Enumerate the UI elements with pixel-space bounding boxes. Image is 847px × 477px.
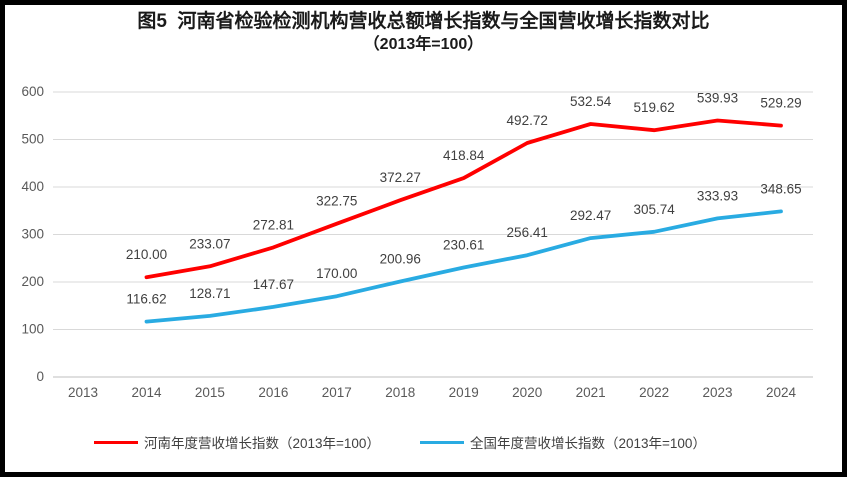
svg-text:128.71: 128.71 <box>189 286 230 301</box>
svg-text:305.74: 305.74 <box>633 202 675 217</box>
svg-text:372.27: 372.27 <box>380 170 421 185</box>
svg-text:2014: 2014 <box>131 385 162 400</box>
svg-text:233.07: 233.07 <box>189 236 230 251</box>
svg-text:2020: 2020 <box>512 385 542 400</box>
svg-text:2018: 2018 <box>385 385 415 400</box>
svg-text:529.29: 529.29 <box>760 96 801 111</box>
svg-text:2013: 2013 <box>68 385 98 400</box>
svg-text:100: 100 <box>21 322 44 337</box>
svg-text:2023: 2023 <box>702 385 732 400</box>
svg-text:600: 600 <box>21 84 44 99</box>
svg-text:200.96: 200.96 <box>380 252 421 267</box>
svg-text:116.62: 116.62 <box>126 292 166 307</box>
svg-text:532.54: 532.54 <box>570 94 612 109</box>
svg-text:200: 200 <box>21 274 44 289</box>
svg-text:2024: 2024 <box>766 385 797 400</box>
svg-text:322.75: 322.75 <box>316 194 357 209</box>
svg-text:147.67: 147.67 <box>253 277 294 292</box>
svg-text:2022: 2022 <box>639 385 669 400</box>
svg-text:539.93: 539.93 <box>697 91 738 106</box>
svg-text:492.72: 492.72 <box>507 113 548 128</box>
svg-text:170.00: 170.00 <box>316 266 357 281</box>
svg-text:210.00: 210.00 <box>126 247 167 262</box>
svg-text:0: 0 <box>36 369 44 384</box>
svg-text:400: 400 <box>21 179 44 194</box>
svg-text:333.93: 333.93 <box>697 188 738 203</box>
svg-text:2016: 2016 <box>258 385 288 400</box>
svg-text:348.65: 348.65 <box>760 181 801 196</box>
svg-text:2019: 2019 <box>449 385 479 400</box>
svg-text:300: 300 <box>21 227 44 242</box>
svg-text:519.62: 519.62 <box>633 100 674 115</box>
svg-text:500: 500 <box>21 132 44 147</box>
svg-text:272.81: 272.81 <box>253 217 294 232</box>
svg-text:2021: 2021 <box>576 385 606 400</box>
svg-text:292.47: 292.47 <box>570 208 611 223</box>
svg-text:2017: 2017 <box>322 385 352 400</box>
svg-text:230.61: 230.61 <box>443 238 484 253</box>
svg-text:418.84: 418.84 <box>443 148 485 163</box>
svg-text:2015: 2015 <box>195 385 225 400</box>
svg-text:256.41: 256.41 <box>507 225 548 240</box>
